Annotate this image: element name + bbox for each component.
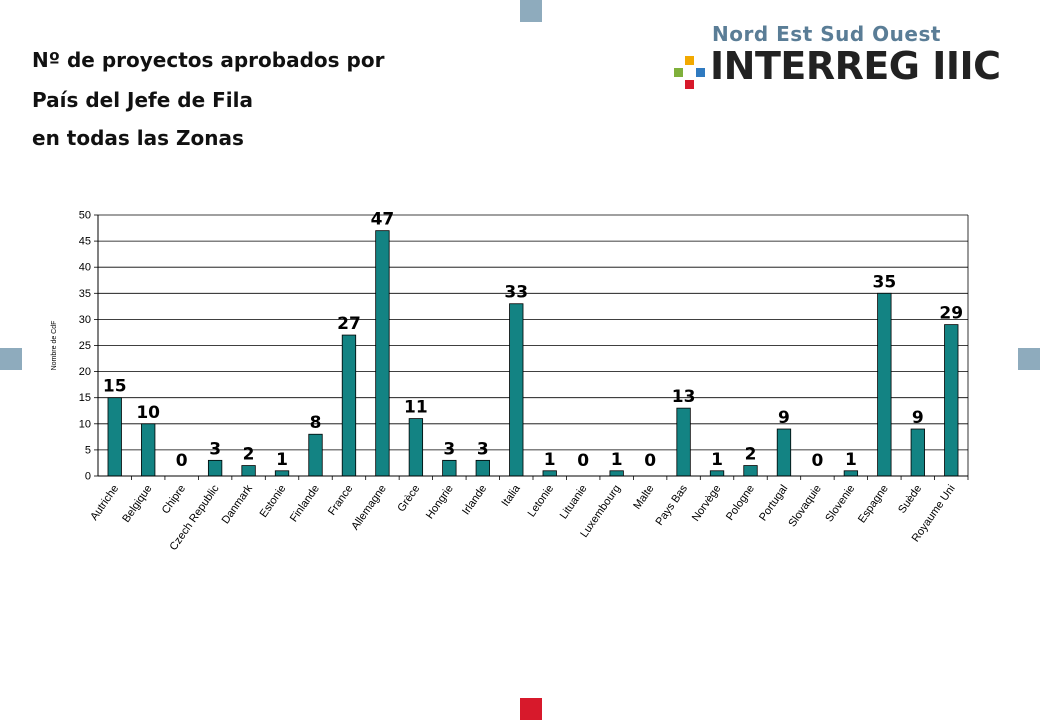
decor-square-top	[520, 0, 542, 22]
bar	[274, 470, 290, 477]
bar	[107, 397, 122, 477]
logo-mark-icon	[674, 56, 705, 89]
bar	[408, 418, 424, 477]
bar	[375, 230, 390, 477]
y-tick-label: 5	[85, 444, 91, 456]
bar	[843, 470, 859, 477]
decor-square-right	[1018, 348, 1040, 370]
data-label: 33	[504, 283, 528, 303]
data-label: 1	[276, 450, 288, 470]
data-label: 11	[404, 398, 428, 418]
data-label: 2	[745, 445, 757, 465]
data-label: 3	[209, 439, 221, 459]
bar	[910, 428, 925, 477]
data-label: 3	[443, 439, 455, 459]
category-label: Grèce	[395, 483, 422, 514]
bar	[241, 465, 256, 477]
data-label: 35	[873, 272, 897, 292]
data-label: 9	[912, 408, 924, 428]
bar	[709, 470, 725, 477]
data-label: 1	[611, 450, 623, 470]
data-label: 9	[778, 408, 790, 428]
bar	[442, 459, 457, 477]
category-label: Pologne	[724, 483, 757, 523]
data-label: 10	[136, 403, 160, 423]
bar	[341, 334, 357, 477]
category-label: Malte	[631, 483, 656, 512]
bar	[475, 459, 490, 477]
category-label: Finlande	[288, 483, 322, 524]
bar	[308, 433, 323, 477]
y-tick-label: 0	[85, 471, 91, 483]
logo-top-text: Nord Est Sud Ouest	[712, 22, 941, 46]
bar	[509, 303, 524, 477]
category-label: Suède	[896, 483, 924, 516]
category-label: Irlande	[460, 483, 489, 517]
category-label: Norvège	[690, 483, 724, 524]
data-label: 0	[812, 451, 824, 471]
bar	[207, 459, 223, 477]
bar	[542, 470, 557, 477]
bar	[743, 465, 758, 477]
data-label: 27	[337, 314, 361, 334]
bar	[776, 428, 792, 477]
category-label: France	[326, 483, 355, 518]
y-axis-label: Nombre de CdF	[51, 321, 58, 371]
category-label: Portugal	[757, 483, 790, 523]
category-label: Autriche	[88, 483, 121, 523]
data-label: 2	[243, 445, 255, 465]
category-label: Danmark	[220, 482, 256, 526]
data-label: 1	[544, 450, 556, 470]
category-label: Chipre	[160, 483, 188, 516]
data-label: 0	[644, 451, 656, 471]
decor-square-bottom	[520, 698, 542, 720]
y-tick-label: 45	[79, 236, 91, 248]
category-label: Italia	[500, 482, 524, 509]
title-line-3: en todas las Zonas	[32, 126, 244, 150]
y-tick-label: 10	[79, 418, 91, 430]
data-label: 15	[103, 377, 127, 397]
y-tick-label: 15	[79, 392, 91, 404]
category-label: Hongrie	[424, 483, 456, 521]
y-tick-label: 50	[79, 210, 91, 222]
data-label: 0	[577, 451, 589, 471]
logo-main-text: INTERREG IIIC	[710, 44, 1001, 88]
y-tick-label: 20	[79, 366, 91, 378]
bar	[141, 423, 156, 477]
bar	[676, 407, 691, 477]
data-label: 1	[711, 450, 723, 470]
data-label: 47	[371, 210, 395, 230]
category-label: Pays Bas	[654, 482, 691, 527]
bar	[944, 324, 959, 477]
y-tick-label: 35	[79, 288, 91, 300]
category-label: Allemagne	[349, 483, 389, 532]
category-label: Belgique	[120, 483, 154, 525]
title-line-1: Nº de proyectos aprobados por	[32, 48, 385, 72]
interreg-logo: Nord Est Sud Ouest INTERREG IIIC	[672, 22, 1001, 90]
decor-square-left	[0, 348, 22, 370]
y-tick-label: 25	[79, 340, 91, 352]
data-label: 8	[310, 413, 322, 433]
category-label: Espagne	[856, 483, 891, 525]
bar	[609, 470, 624, 477]
y-tick-label: 40	[79, 262, 91, 274]
data-label: 0	[176, 451, 188, 471]
category-label: Estonie	[258, 483, 289, 520]
data-label: 13	[672, 387, 696, 407]
y-tick-label: 30	[79, 314, 91, 326]
data-label: 29	[939, 304, 963, 324]
data-label: 3	[477, 439, 489, 459]
bar	[877, 292, 892, 477]
category-label: Letonie	[526, 483, 557, 519]
title-line-2: País del Jefe de Fila	[32, 88, 253, 112]
category-label: Slovenie	[823, 483, 857, 524]
data-label: 1	[845, 450, 857, 470]
category-label: Slovaquie	[786, 483, 824, 529]
category-label: Lituanie	[558, 483, 590, 521]
